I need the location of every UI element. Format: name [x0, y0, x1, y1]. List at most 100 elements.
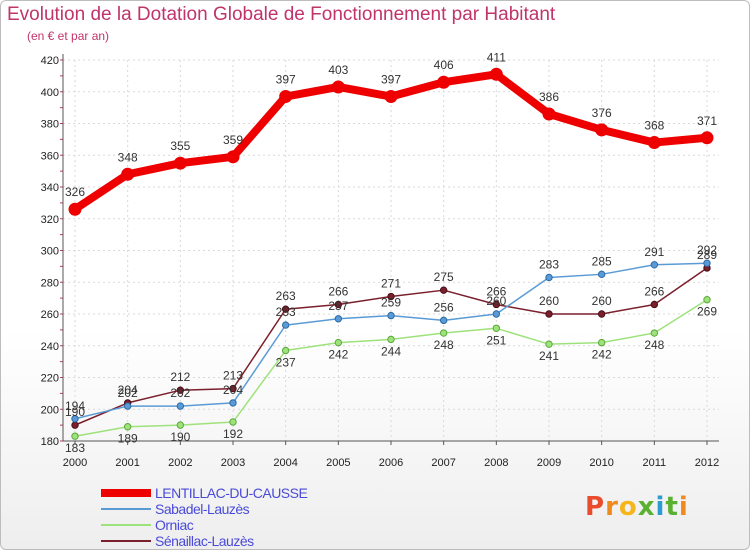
data-label: 266 — [486, 284, 506, 298]
data-point — [387, 335, 395, 344]
legend-item-senaillac[interactable]: Sénaillac-Lauzès — [101, 533, 361, 549]
data-point — [650, 329, 659, 337]
data-point — [121, 167, 135, 181]
data-point — [650, 300, 659, 309]
data-point — [71, 415, 79, 423]
logo-letter-5: t — [665, 492, 679, 522]
y-tick-label: 200 — [41, 404, 59, 416]
data-point — [597, 310, 606, 318]
data-label: 355 — [170, 139, 190, 153]
legend: LENTILLAC-DU-CAUSSE Sabadel-Lauzès Ornia… — [101, 485, 361, 549]
data-point — [123, 402, 132, 410]
data-point — [281, 321, 290, 329]
y-tick-label: 180 — [41, 436, 59, 448]
data-point — [437, 75, 451, 89]
data-point — [595, 123, 609, 137]
data-point — [229, 418, 237, 426]
y-tick-label: 360 — [41, 150, 59, 162]
logo-letter-1: r — [605, 492, 619, 522]
data-label: 190 — [65, 405, 85, 419]
data-label: 257 — [328, 299, 348, 313]
data-label: 260 — [486, 294, 506, 308]
data-point — [647, 136, 661, 150]
data-label: 326 — [65, 185, 85, 199]
data-label: 212 — [170, 370, 190, 384]
data-label: 183 — [65, 441, 85, 455]
legend-item-sabadel[interactable]: Sabadel-Lauzès — [101, 501, 361, 517]
data-label: 406 — [434, 58, 454, 72]
legend-label-sabadel: Sabadel-Lauzès — [155, 501, 250, 517]
data-label: 190 — [170, 430, 190, 444]
data-label: 242 — [328, 348, 348, 362]
logo-letter-2: o — [618, 492, 638, 522]
x-tick-label: 2004 — [273, 457, 297, 469]
data-point — [331, 80, 345, 94]
data-label: 266 — [644, 284, 664, 298]
chart-title: Evolution de la Dotation Globale de Fonc… — [7, 4, 556, 25]
data-point — [439, 286, 448, 294]
data-label: 237 — [276, 356, 296, 370]
axes: 180 200 220 240 260 280 300 320 340 360 380 400 420 2… — [41, 54, 719, 469]
legend-item-orniac[interactable]: Orniac — [101, 517, 361, 533]
legend-swatch-sabadel — [101, 508, 151, 510]
x-tick-label: 2011 — [643, 457, 667, 469]
x-tick-label: 2002 — [168, 457, 192, 469]
data-point — [703, 296, 711, 304]
data-point — [334, 300, 343, 309]
x-tick-label: 2007 — [431, 457, 455, 469]
data-point — [229, 384, 237, 393]
data-label: 253 — [276, 305, 296, 319]
data-label: 397 — [381, 73, 401, 87]
data-label: 376 — [592, 106, 612, 120]
y-tick-label: 380 — [41, 119, 59, 131]
data-point — [597, 270, 606, 279]
x-tick-label: 2010 — [589, 457, 613, 469]
y-tick-label: 320 — [41, 214, 59, 226]
data-point — [176, 402, 185, 410]
data-point — [545, 310, 553, 318]
legend-label-orniac: Orniac — [155, 517, 194, 533]
data-label: 192 — [223, 427, 243, 441]
legend-swatch-senaillac — [101, 540, 151, 542]
data-label: 248 — [644, 338, 664, 352]
y-tick-label: 260 — [41, 309, 59, 321]
data-point — [439, 316, 448, 325]
data-label: 256 — [434, 300, 454, 314]
data-label: 260 — [539, 294, 559, 308]
x-tick-label: 2005 — [326, 457, 350, 469]
data-label: 285 — [592, 254, 612, 268]
data-label: 248 — [434, 338, 454, 352]
data-label: 386 — [539, 90, 559, 104]
legend-swatch-orniac — [101, 524, 151, 526]
data-label: 189 — [118, 432, 138, 446]
data-point — [492, 300, 501, 309]
data-label: 213 — [223, 369, 243, 383]
legend-item-lentillac[interactable]: LENTILLAC-DU-CAUSSE — [101, 485, 361, 501]
x-tick-label: 2008 — [484, 457, 508, 469]
data-point — [492, 324, 501, 332]
data-point — [545, 273, 553, 282]
data-point — [176, 386, 185, 394]
data-label: 202 — [118, 386, 138, 400]
data-point — [71, 432, 79, 440]
data-label: 292 — [697, 243, 717, 257]
data-point — [387, 292, 395, 301]
y-tick-label: 340 — [41, 182, 59, 194]
data-label: 242 — [592, 348, 612, 362]
y-tick-label: 300 — [41, 246, 59, 258]
x-tick-label: 2001 — [115, 457, 139, 469]
legend-label-lentillac: LENTILLAC-DU-CAUSSE — [155, 485, 308, 501]
data-point — [229, 399, 237, 407]
x-tick-label: 2009 — [537, 457, 561, 469]
logo-letter-3: x — [637, 492, 656, 522]
data-point — [489, 67, 503, 81]
logo-letter-4: i — [655, 492, 666, 522]
data-point — [545, 340, 553, 348]
data-label: 251 — [486, 333, 506, 347]
data-label: 411 — [487, 50, 506, 64]
data-point — [281, 305, 290, 313]
y-tick-label: 420 — [41, 55, 59, 67]
x-tick-label: 2012 — [695, 457, 719, 469]
data-label: 266 — [328, 284, 348, 298]
data-point — [703, 259, 711, 267]
